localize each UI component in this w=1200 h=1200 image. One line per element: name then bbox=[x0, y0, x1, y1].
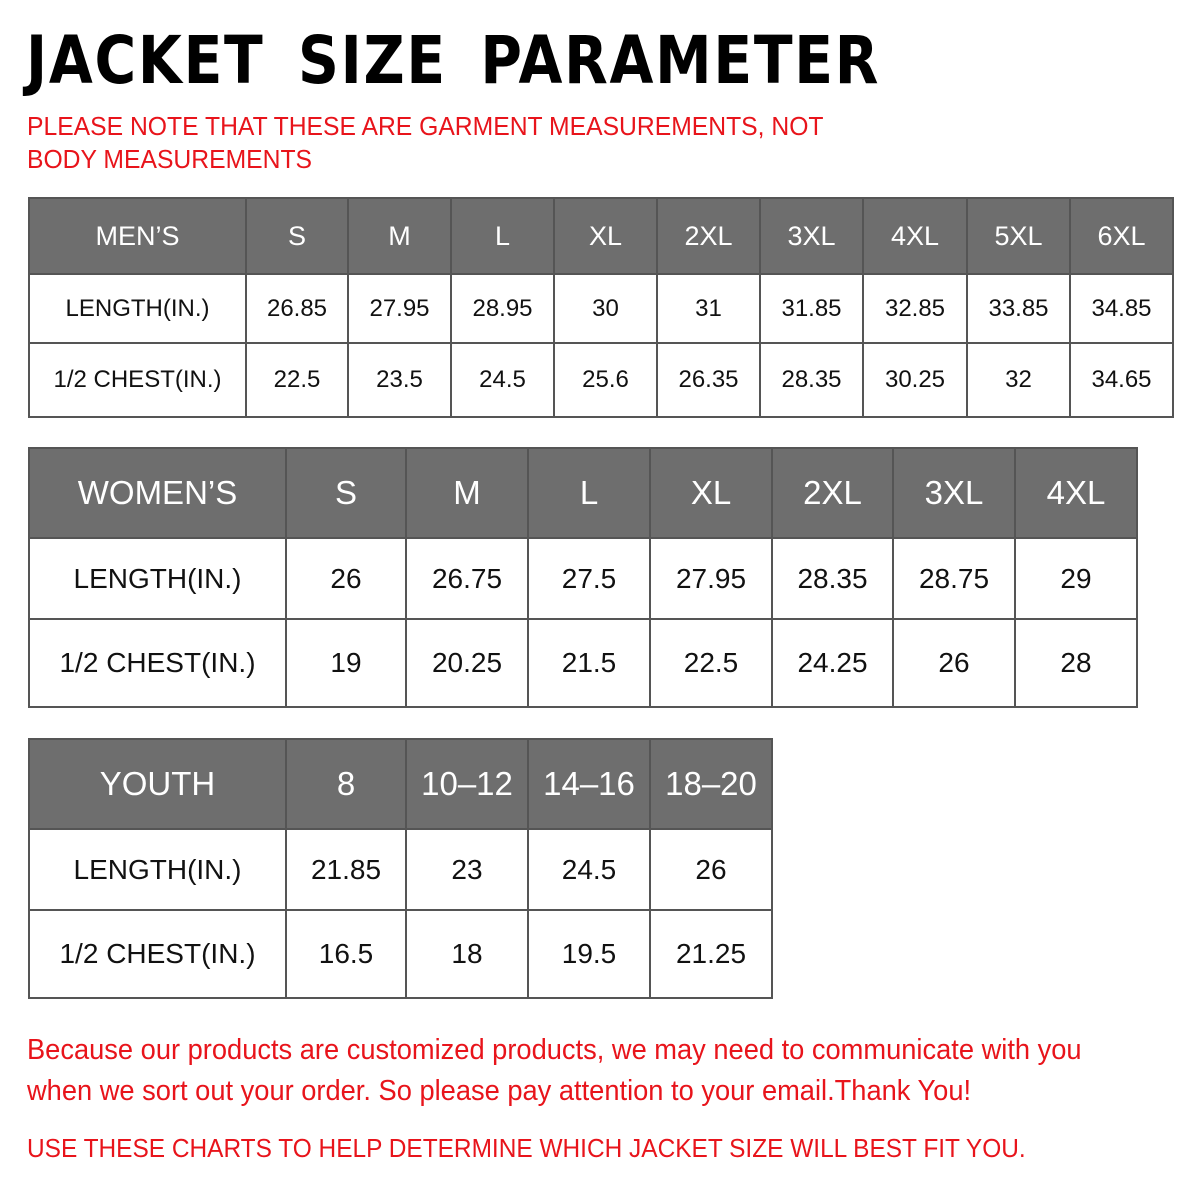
measurement-cell: 24.5 bbox=[527, 828, 651, 911]
measurement-cell: 30 bbox=[553, 273, 658, 344]
women-size-table: WOMEN’S S M L XL 2XL 3XL 4XL LENGTH(IN.) 26 26.75 2… bbox=[28, 447, 1138, 708]
size-header: XL bbox=[553, 197, 658, 275]
measurement-cell: 23.5 bbox=[347, 342, 452, 418]
size-header: M bbox=[347, 197, 452, 275]
measurement-cell: 26.75 bbox=[405, 537, 529, 620]
measurement-cell: 31 bbox=[656, 273, 761, 344]
measurement-cell: 18 bbox=[405, 909, 529, 999]
row-label: 1/2 CHEST(IN.) bbox=[28, 618, 287, 708]
measurement-cell: 32.85 bbox=[862, 273, 968, 344]
table-row: 1/2 CHEST(IN.) 19 20.25 21.5 22.5 24.25 26 28 bbox=[28, 618, 1138, 708]
measurement-cell: 28.35 bbox=[771, 537, 894, 620]
page-title: JACKET SIZE PARAMETER bbox=[26, 22, 881, 99]
table-row: LENGTH(IN.) 21.85 23 24.5 26 bbox=[28, 828, 773, 911]
measurement-cell: 26.85 bbox=[245, 273, 349, 344]
notice-line-1: Because our products are customized prod… bbox=[27, 1034, 1082, 1066]
measurement-cell: 28.75 bbox=[892, 537, 1016, 620]
size-header: 3XL bbox=[892, 447, 1016, 539]
measurement-cell: 26.35 bbox=[656, 342, 761, 418]
measurement-cell: 19.5 bbox=[527, 909, 651, 999]
measurement-cell: 22.5 bbox=[245, 342, 349, 418]
measurement-cell: 22.5 bbox=[649, 618, 773, 708]
measurement-cell: 33.85 bbox=[966, 273, 1071, 344]
size-header: 4XL bbox=[1014, 447, 1138, 539]
size-header: 14–16 bbox=[527, 738, 651, 830]
category-header: MEN’S bbox=[28, 197, 247, 275]
size-header: 2XL bbox=[771, 447, 894, 539]
row-label: LENGTH(IN.) bbox=[28, 537, 287, 620]
row-label: 1/2 CHEST(IN.) bbox=[28, 342, 247, 418]
measurement-cell: 19 bbox=[285, 618, 407, 708]
size-header: 18–20 bbox=[649, 738, 773, 830]
measurement-cell: 20.25 bbox=[405, 618, 529, 708]
measurement-cell: 24.25 bbox=[771, 618, 894, 708]
customization-notice: Because our products are customized prod… bbox=[27, 1030, 1082, 1112]
measurement-cell: 27.95 bbox=[347, 273, 452, 344]
measurement-cell: 23 bbox=[405, 828, 529, 911]
measurement-cell: 29 bbox=[1014, 537, 1138, 620]
measurement-cell: 26 bbox=[285, 537, 407, 620]
measurement-cell: 26 bbox=[892, 618, 1016, 708]
row-label: LENGTH(IN.) bbox=[28, 828, 287, 911]
size-header: S bbox=[245, 197, 349, 275]
size-header: 8 bbox=[285, 738, 407, 830]
measurement-cell: 30.25 bbox=[862, 342, 968, 418]
category-header: YOUTH bbox=[28, 738, 287, 830]
size-header: 10–12 bbox=[405, 738, 529, 830]
table-row: LENGTH(IN.) 26 26.75 27.5 27.95 28.35 28.75 29 bbox=[28, 537, 1138, 620]
youth-size-table: YOUTH 8 10–12 14–16 18–20 LENGTH(IN.) 21.85 23 2… bbox=[28, 738, 773, 999]
measurement-cell: 26 bbox=[649, 828, 773, 911]
measurement-note: PLEASE NOTE THAT THESE ARE GARMENT MEASU… bbox=[27, 111, 824, 174]
header-row: WOMEN’S S M L XL 2XL 3XL 4XL bbox=[28, 447, 1138, 539]
measurement-cell: 28.35 bbox=[759, 342, 864, 418]
table-row: 1/2 CHEST(IN.) 16.5 18 19.5 21.25 bbox=[28, 909, 773, 999]
size-header: 6XL bbox=[1069, 197, 1174, 275]
size-header: M bbox=[405, 447, 529, 539]
size-header: L bbox=[527, 447, 651, 539]
header-row: MEN’S S M L XL 2XL 3XL 4XL 5XL 6XL bbox=[28, 197, 1174, 275]
measurement-cell: 16.5 bbox=[285, 909, 407, 999]
size-header: S bbox=[285, 447, 407, 539]
category-header: WOMEN’S bbox=[28, 447, 287, 539]
measurement-cell: 32 bbox=[966, 342, 1071, 418]
measurement-cell: 21.85 bbox=[285, 828, 407, 911]
size-header: 3XL bbox=[759, 197, 864, 275]
header-row: YOUTH 8 10–12 14–16 18–20 bbox=[28, 738, 773, 830]
row-label: LENGTH(IN.) bbox=[28, 273, 247, 344]
size-header: 5XL bbox=[966, 197, 1071, 275]
measurement-cell: 25.6 bbox=[553, 342, 658, 418]
measurement-cell: 28 bbox=[1014, 618, 1138, 708]
measurement-cell: 24.5 bbox=[450, 342, 555, 418]
measurement-cell: 34.65 bbox=[1069, 342, 1174, 418]
table-row: 1/2 CHEST(IN.) 22.5 23.5 24.5 25.6 26.35 28.35… bbox=[28, 342, 1174, 418]
size-help-note: USE THESE CHARTS TO HELP DETERMINE WHICH… bbox=[27, 1133, 1026, 1163]
measurement-cell: 21.5 bbox=[527, 618, 651, 708]
measurement-cell: 28.95 bbox=[450, 273, 555, 344]
size-header: 2XL bbox=[656, 197, 761, 275]
measurement-cell: 31.85 bbox=[759, 273, 864, 344]
size-header: XL bbox=[649, 447, 773, 539]
measurement-cell: 27.95 bbox=[649, 537, 773, 620]
measurement-cell: 21.25 bbox=[649, 909, 773, 999]
measurement-cell: 34.85 bbox=[1069, 273, 1174, 344]
notice-line-2: when we sort out your order. So please p… bbox=[27, 1075, 972, 1107]
measurement-cell: 27.5 bbox=[527, 537, 651, 620]
size-header: 4XL bbox=[862, 197, 968, 275]
size-header: L bbox=[450, 197, 555, 275]
men-size-table: MEN’S S M L XL 2XL 3XL 4XL 5XL 6XL LENGTH(IN.) 26.8… bbox=[28, 197, 1174, 418]
row-label: 1/2 CHEST(IN.) bbox=[28, 909, 287, 999]
table-row: LENGTH(IN.) 26.85 27.95 28.95 30 31 31.85 32.85… bbox=[28, 273, 1174, 344]
